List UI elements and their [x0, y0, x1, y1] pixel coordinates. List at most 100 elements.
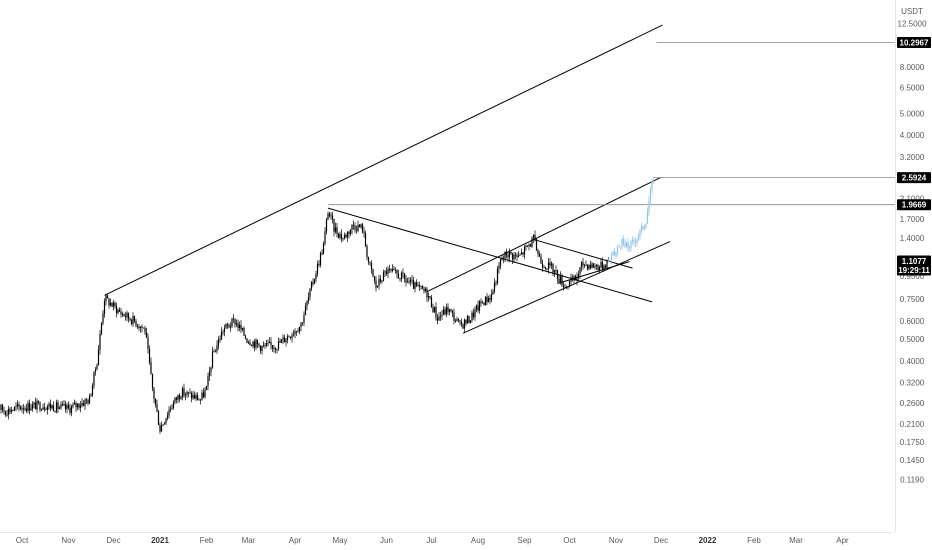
candle-body: [331, 215, 334, 219]
candle-body: [54, 411, 56, 412]
candle-body: [484, 296, 487, 306]
candle-body: [295, 331, 298, 332]
candle-body: [309, 288, 311, 297]
candle-body: [114, 302, 116, 307]
projected-candle-body: [610, 255, 613, 261]
candle-body: [280, 339, 283, 343]
candle-body: [21, 408, 23, 410]
price-tick-label: 0.7500: [900, 295, 925, 304]
candle-body: [151, 373, 154, 389]
candle-body: [118, 309, 121, 312]
candle-body: [568, 281, 571, 287]
time-axis[interactable]: Oct Nov Dec 2021 Feb Mar Apr May Jun Jul Aug Sep Oct…: [16, 536, 849, 545]
candle-body: [556, 270, 559, 279]
candle-body: [184, 394, 187, 396]
time-tick-label: Aug: [471, 536, 485, 545]
candle-body: [231, 318, 233, 327]
trendline-0[interactable]: [104, 24, 663, 296]
candle-body: [352, 225, 355, 226]
candle-body: [457, 319, 460, 321]
price-tick-label: 1.4000: [900, 234, 925, 243]
price-label-badge: [897, 199, 931, 211]
price-label-text: 2.5924: [902, 174, 927, 183]
price-tick-label: 4.0000: [900, 131, 925, 140]
candle-body: [111, 303, 113, 307]
candle-body: [397, 274, 400, 279]
candle-body: [333, 218, 335, 232]
candle-body: [19, 406, 22, 410]
projected-candle-body: [609, 260, 611, 262]
candle-body: [48, 403, 50, 407]
price-tick-label: 0.1750: [900, 438, 925, 447]
candle-body: [469, 320, 472, 323]
candle-body: [429, 296, 431, 298]
trendline-2[interactable]: [426, 176, 662, 293]
candle-body: [364, 232, 367, 247]
candle-body: [480, 301, 482, 304]
candle-body: [262, 345, 265, 347]
candle-body: [270, 341, 272, 345]
candle-body: [357, 224, 359, 231]
candle-body: [268, 341, 271, 344]
trendline-4[interactable]: [533, 238, 633, 269]
candle-body: [553, 270, 556, 273]
candle-body: [216, 345, 218, 352]
candle-body: [366, 246, 368, 258]
candle-body: [84, 399, 86, 406]
candle-body: [69, 408, 71, 413]
candle-body: [481, 302, 484, 304]
candle-body: [75, 402, 77, 408]
candle-body: [51, 405, 53, 409]
candle-body: [603, 265, 605, 269]
candle-body: [28, 403, 31, 411]
candle-body: [586, 264, 589, 270]
candle-body: [46, 406, 49, 410]
candle-body: [265, 342, 268, 346]
candle-body: [460, 321, 463, 325]
projected-candle-body: [634, 241, 637, 243]
projected-candle-body: [619, 246, 622, 248]
candle-body: [96, 365, 98, 370]
candle-body: [106, 295, 109, 299]
time-tick-label: May: [332, 536, 347, 545]
candle-body: [181, 388, 184, 398]
candle-body: [274, 348, 277, 350]
projected-candle-body: [625, 242, 628, 247]
candle-body: [199, 399, 202, 401]
price-label-badge: [897, 255, 931, 276]
candle-body: [78, 403, 80, 408]
candle-body: [222, 331, 224, 333]
time-tick-label: Oct: [16, 536, 29, 545]
candle-body: [405, 278, 407, 283]
price-axis[interactable]: 12.5000 8.0000 6.5000 5.0000 4.0000 3.2000 2.1…: [898, 19, 927, 484]
time-tick-label: Dec: [654, 536, 668, 545]
candle-body: [120, 311, 122, 315]
candle-body: [358, 224, 361, 228]
candle-body: [37, 400, 40, 403]
projected-candle-body: [637, 236, 640, 240]
candle-body: [532, 234, 535, 239]
candle-body: [115, 306, 118, 314]
candle-body: [330, 215, 332, 217]
candle-body: [154, 398, 157, 405]
projected-candle-body: [648, 200, 650, 212]
candle-body: [247, 342, 250, 344]
candle-body: [250, 344, 253, 347]
candle-body: [234, 319, 236, 325]
candle-body: [468, 316, 470, 323]
candle-body: [355, 229, 358, 231]
candle-body: [133, 315, 136, 322]
candle-body: [90, 395, 92, 397]
candle-body: [312, 282, 314, 284]
candle-body: [49, 403, 52, 409]
time-tick-label: Feb: [747, 536, 761, 545]
candle-body: [511, 253, 514, 260]
candle-body: [513, 254, 515, 260]
candle-body: [463, 319, 466, 329]
trendline-1[interactable]: [327, 207, 653, 303]
price-tick-label: 8.0000: [900, 63, 925, 72]
candle-body: [208, 371, 211, 377]
candle-body: [172, 402, 175, 408]
candle-body: [183, 388, 185, 396]
